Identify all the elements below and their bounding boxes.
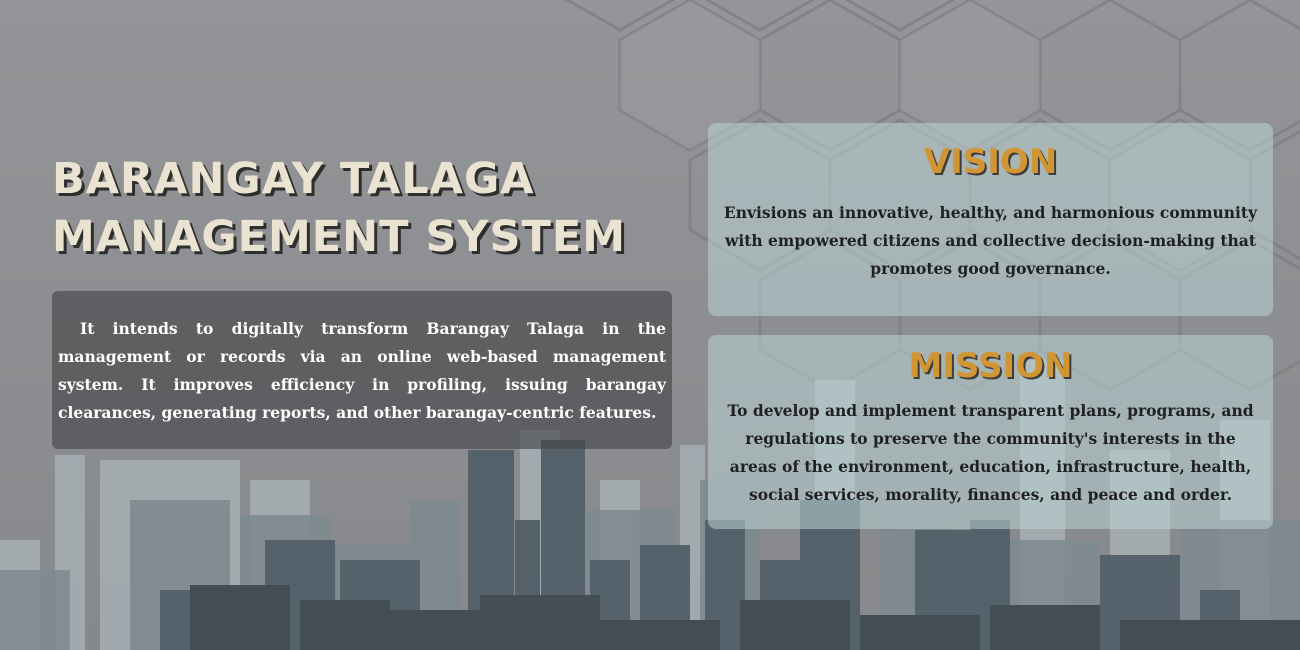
page-title: BARANGAY TALAGA MANAGEMENT SYSTEM bbox=[52, 150, 692, 266]
skyline-front bbox=[190, 585, 1300, 650]
title-line-2: MANAGEMENT SYSTEM bbox=[52, 212, 627, 262]
vision-text: Envisions an innovative, healthy, and ha… bbox=[723, 203, 1258, 278]
intro-text: It intends to digitally transform Barang… bbox=[58, 319, 666, 422]
mission-heading: MISSION bbox=[908, 346, 1073, 386]
vision-card: VISION Envisions an innovative, healthy,… bbox=[708, 123, 1273, 316]
intro-panel: It intends to digitally transform Barang… bbox=[52, 291, 672, 449]
title-line-1: BARANGAY TALAGA bbox=[52, 154, 535, 204]
mission-card: MISSION To develop and implement transpa… bbox=[708, 335, 1273, 529]
mission-text: To develop and implement transparent pla… bbox=[727, 401, 1254, 504]
vision-heading: VISION bbox=[923, 142, 1058, 182]
